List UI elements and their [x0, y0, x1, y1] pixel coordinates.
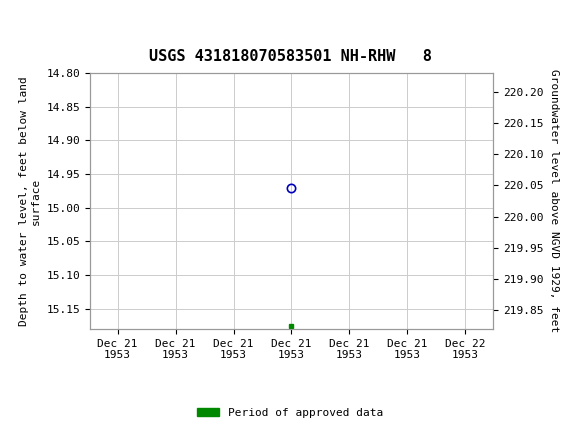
Legend: Period of approved data: Period of approved data	[193, 403, 387, 422]
Text: ≋USGS: ≋USGS	[3, 12, 66, 33]
Text: USGS 431818070583501 NH-RHW   8: USGS 431818070583501 NH-RHW 8	[148, 49, 432, 64]
Y-axis label: Depth to water level, feet below land
surface: Depth to water level, feet below land su…	[19, 76, 41, 326]
Y-axis label: Groundwater level above NGVD 1929, feet: Groundwater level above NGVD 1929, feet	[549, 69, 559, 333]
